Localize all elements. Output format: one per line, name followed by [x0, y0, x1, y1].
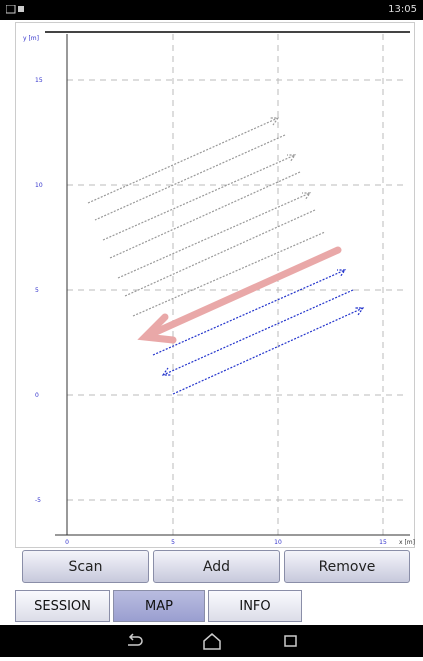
scan-button[interactable]: Scan	[22, 550, 149, 583]
remove-button[interactable]: Remove	[284, 550, 410, 583]
path-segment	[152, 269, 347, 356]
nav-icons	[128, 633, 297, 650]
add-button[interactable]: Add	[153, 550, 280, 583]
y-tick-label: -5	[35, 497, 41, 504]
y-tick-label: 5	[35, 287, 39, 294]
arrow-head	[137, 313, 177, 344]
status-bar: 13:05	[0, 0, 423, 20]
path-segment	[102, 154, 297, 241]
recents-button[interactable]	[284, 635, 297, 647]
path-segment	[94, 134, 286, 221]
scan-path-blue	[152, 269, 365, 395]
y-tick-label: 15	[35, 77, 43, 84]
info-tab[interactable]: INFO	[208, 590, 302, 622]
clock: 13:05	[388, 4, 417, 15]
y-tick-label: 10	[35, 182, 43, 189]
home-button[interactable]	[203, 633, 221, 650]
map-plot: y [m] 15 10 5 0 -5 0 5 10 15 x [m]	[15, 22, 415, 548]
status-icons	[6, 5, 24, 14]
y-tick-label: 0	[35, 392, 39, 399]
plot-frame	[15, 22, 415, 548]
arrow-shaft	[143, 246, 342, 340]
y-axis-label: y [m]	[23, 35, 39, 42]
icon	[18, 6, 24, 12]
session-tab[interactable]: SESSION	[15, 590, 110, 622]
direction-arrow	[137, 246, 342, 344]
scan-path-gray	[87, 117, 326, 317]
x-tick-label: 10	[274, 539, 282, 546]
nav-bar	[0, 625, 423, 657]
map-tab[interactable]: MAP	[113, 590, 205, 622]
icon	[6, 5, 16, 14]
x-axis-label: x [m]	[399, 539, 415, 546]
back-button[interactable]	[128, 633, 143, 646]
x-tick-label: 5	[171, 539, 175, 546]
path-segment	[117, 192, 312, 279]
x-tick-label: 15	[379, 539, 387, 546]
x-tick-label: 0	[65, 539, 69, 546]
